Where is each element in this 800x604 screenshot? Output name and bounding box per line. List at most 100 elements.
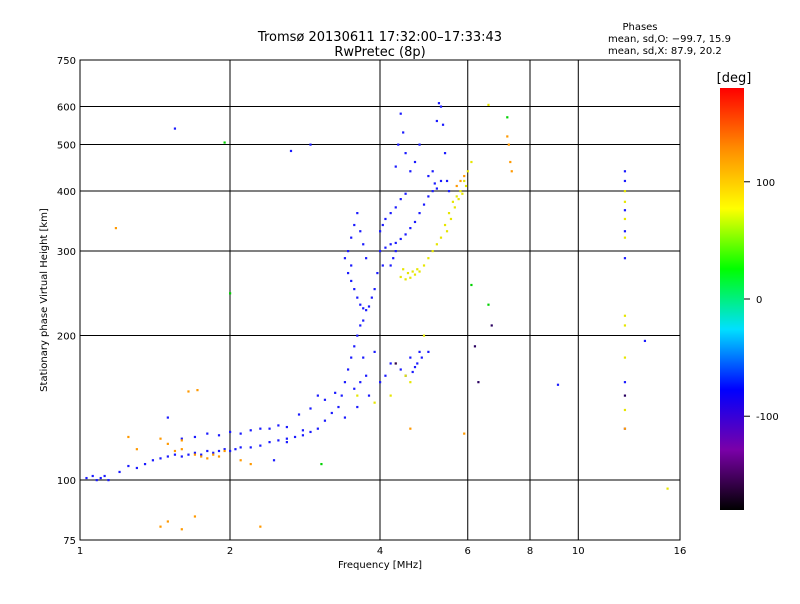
- data-point: [340, 394, 343, 397]
- data-point: [443, 152, 447, 155]
- data-point: [623, 381, 627, 384]
- data-point: [259, 525, 262, 528]
- data-point: [399, 112, 402, 115]
- data-point: [103, 474, 106, 478]
- data-point: [623, 230, 627, 233]
- data-point: [418, 143, 421, 146]
- data-point: [439, 179, 443, 183]
- data-point: [193, 515, 197, 518]
- data-point: [623, 236, 627, 239]
- phase-stats-heading: Phases: [622, 22, 657, 33]
- data-point: [353, 223, 356, 227]
- data-point: [445, 179, 449, 183]
- data-point: [409, 276, 412, 279]
- data-point: [114, 227, 118, 230]
- data-point: [127, 464, 130, 468]
- grid-lines: [80, 60, 680, 540]
- data-point: [353, 387, 356, 390]
- data-point: [422, 203, 426, 206]
- x-tick-label: 6: [465, 546, 471, 557]
- colorbar: [720, 88, 744, 510]
- phase-stats-x: mean, sd,X: 87.9, 20.2: [608, 46, 722, 57]
- data-point: [433, 182, 436, 185]
- data-point: [356, 334, 359, 337]
- data-point: [356, 394, 359, 397]
- data-point: [173, 453, 177, 456]
- data-point: [268, 427, 271, 430]
- data-point: [362, 356, 365, 359]
- data-point: [316, 427, 319, 430]
- data-point: [337, 405, 340, 409]
- y-tick-label: 100: [57, 476, 76, 487]
- data-point: [180, 455, 183, 458]
- x-tick-label: 4: [377, 546, 383, 557]
- data-point: [463, 174, 466, 178]
- data-point: [447, 190, 451, 193]
- data-point: [239, 432, 242, 435]
- data-point: [379, 381, 382, 384]
- data-point: [389, 362, 392, 365]
- colorbar-label: [deg]: [717, 71, 752, 86]
- data-point: [367, 394, 371, 397]
- data-point: [459, 190, 462, 193]
- data-point: [293, 435, 297, 439]
- data-point: [249, 429, 252, 432]
- data-point: [346, 368, 350, 371]
- data-point: [397, 143, 400, 146]
- data-point: [234, 448, 237, 451]
- data-point: [447, 212, 451, 215]
- data-point: [193, 435, 197, 439]
- data-point: [399, 237, 402, 241]
- data-point: [118, 470, 121, 474]
- data-point: [365, 374, 368, 377]
- data-point: [99, 476, 102, 480]
- data-point: [381, 264, 384, 267]
- data-point: [193, 453, 197, 456]
- data-points: [85, 102, 669, 531]
- data-point: [455, 195, 458, 198]
- data-point: [457, 198, 460, 201]
- data-point: [346, 271, 350, 275]
- data-point: [437, 102, 441, 105]
- phase-stats-o: mean, sd,O: −99.7, 15.9: [608, 34, 731, 45]
- data-point: [166, 520, 169, 523]
- data-point: [159, 457, 162, 460]
- data-point: [394, 241, 397, 245]
- data-point: [394, 165, 397, 168]
- y-tick-label: 750: [57, 56, 76, 67]
- data-point: [350, 356, 353, 359]
- data-point: [394, 362, 397, 365]
- data-point: [389, 394, 392, 397]
- y-axis-label: Stationary phase Virtual Height [km]: [39, 208, 50, 392]
- data-point: [459, 179, 462, 183]
- x-tick-label: 1: [77, 546, 83, 557]
- data-point: [359, 324, 362, 327]
- data-point: [373, 288, 376, 291]
- y-tick-label: 300: [57, 247, 76, 258]
- data-point: [506, 135, 509, 138]
- data-point: [187, 390, 190, 393]
- data-point: [350, 236, 353, 239]
- data-point: [623, 408, 627, 412]
- data-point: [173, 449, 177, 453]
- data-point: [477, 381, 480, 384]
- data-point: [272, 459, 276, 462]
- x-axis: 1 2 4 6 8 10 16: [77, 546, 687, 557]
- data-point: [285, 441, 288, 444]
- data-point: [416, 362, 419, 365]
- data-point: [196, 389, 199, 392]
- data-point: [127, 435, 130, 439]
- x-tick-label: 16: [674, 546, 687, 557]
- data-point: [334, 391, 337, 394]
- data-point: [353, 288, 356, 291]
- data-point: [359, 230, 362, 233]
- data-point: [301, 434, 305, 437]
- data-point: [389, 212, 392, 215]
- data-point: [180, 528, 183, 531]
- data-point: [212, 453, 215, 456]
- data-point: [373, 350, 376, 353]
- data-point: [85, 476, 88, 480]
- data-point: [418, 350, 421, 353]
- data-point: [441, 123, 445, 126]
- data-point: [623, 356, 627, 359]
